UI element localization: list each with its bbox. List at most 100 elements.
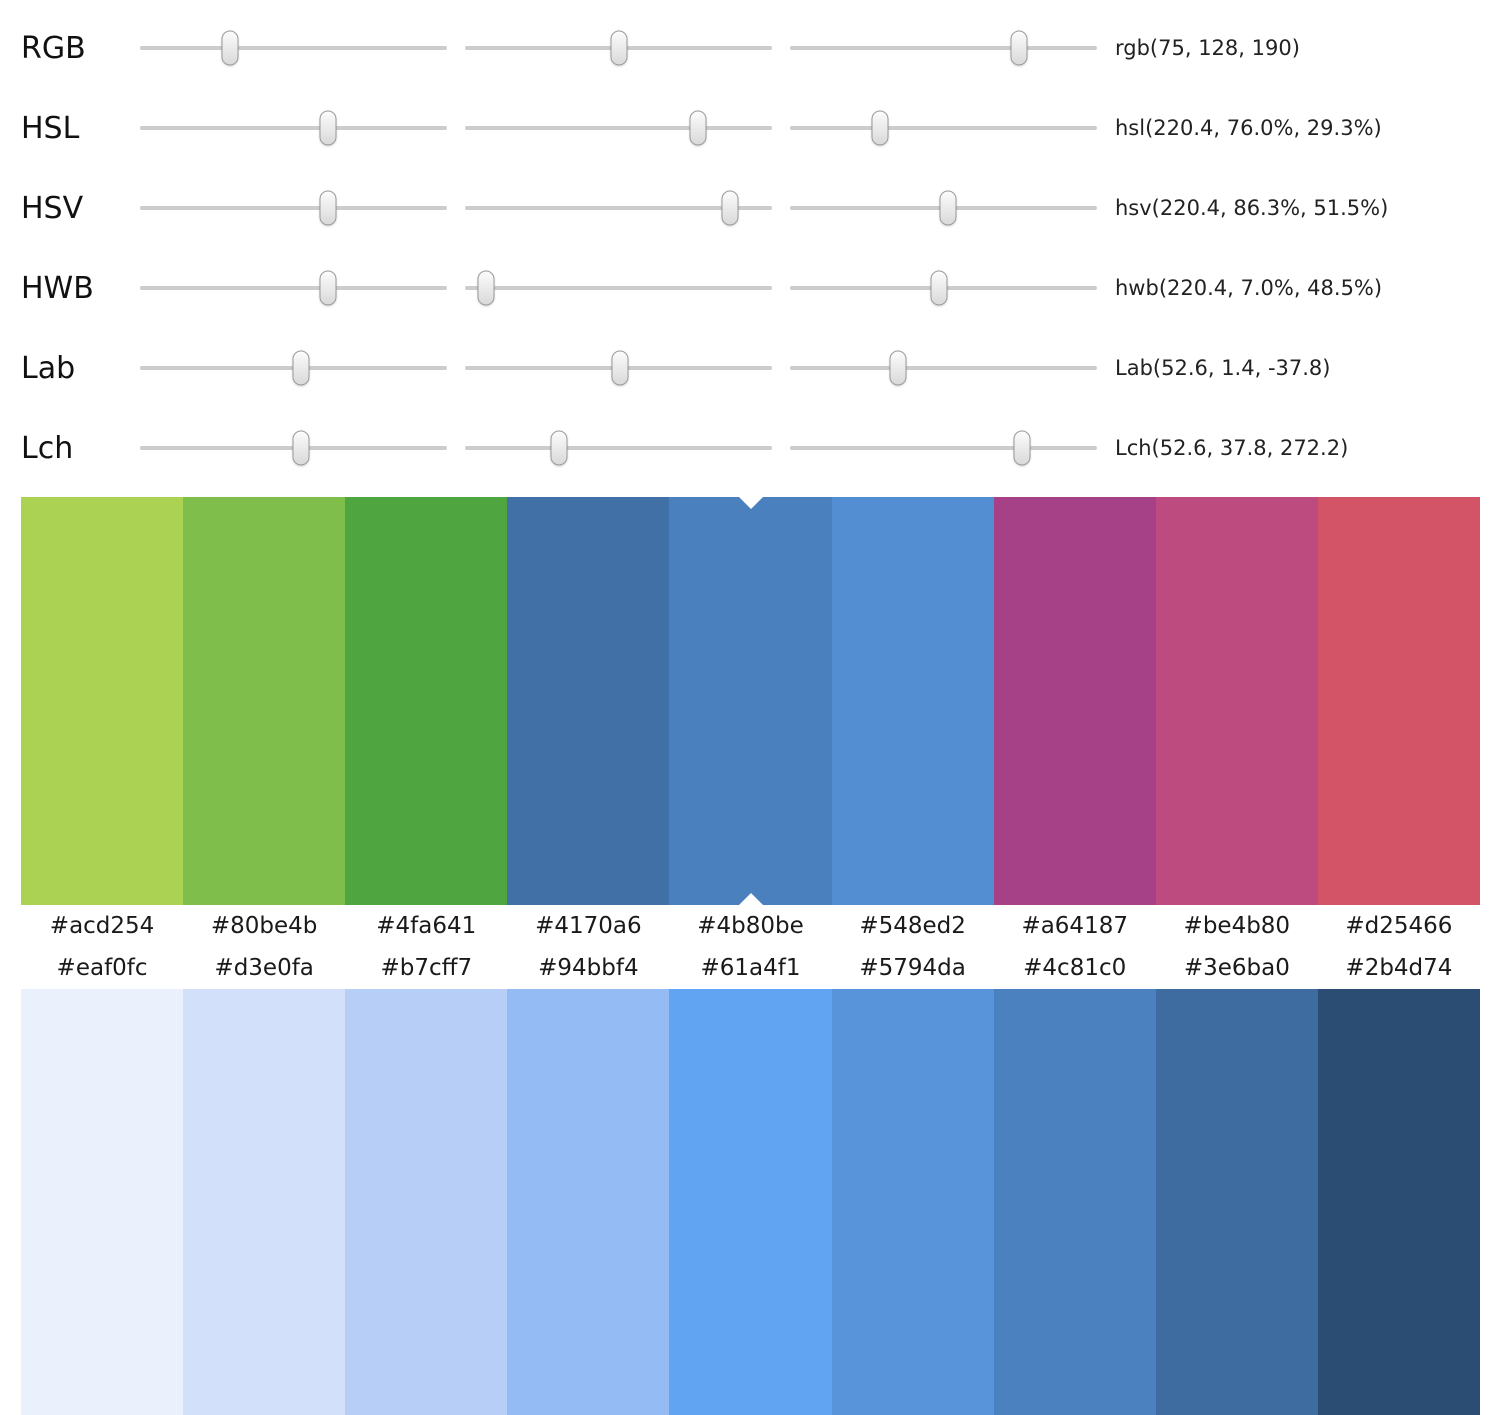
palette-swatch[interactable] (831, 497, 994, 905)
swatch-hex-label: #acd254 (49, 913, 155, 939)
slider-row-label: RGB (21, 30, 86, 66)
slider-row-label: Lch (21, 430, 74, 466)
slider-thumb[interactable] (871, 110, 889, 146)
slider-thumb[interactable] (1010, 30, 1028, 66)
slider-rail (790, 446, 1097, 450)
slider-track[interactable] (140, 186, 447, 230)
slider-row-label: HSV (21, 190, 84, 226)
palette-swatch[interactable] (1317, 497, 1480, 905)
slider-thumb[interactable] (319, 190, 337, 226)
slider-panel: RGB rgb(75, 128, 190) HSL (0, 0, 1501, 488)
palette-swatch[interactable] (1155, 497, 1318, 905)
slider-thumb[interactable] (319, 270, 337, 306)
slider-track[interactable] (140, 426, 447, 470)
palette-swatch[interactable] (183, 497, 346, 905)
palette-swatch[interactable] (831, 989, 994, 1415)
color-value-text: hsl(220.4, 76.0%, 29.3%) (1115, 116, 1382, 140)
slider-thumb[interactable] (477, 270, 495, 306)
slider-rail (140, 286, 447, 290)
slider-row-hsv: HSV hsv(220.4, 86.3%, 51.5%) (0, 168, 1501, 248)
swatch-hex-label: #94bbf4 (538, 955, 639, 981)
hue-palette (21, 497, 1480, 905)
slider-row-rgb: RGB rgb(75, 128, 190) (0, 8, 1501, 88)
palette-swatch[interactable] (507, 497, 670, 905)
slider-thumb[interactable] (939, 190, 957, 226)
swatch-hex-label: #2b4d74 (1345, 955, 1453, 981)
palette-swatch[interactable] (1317, 989, 1480, 1415)
slider-row-label: Lab (21, 350, 76, 386)
palette-swatch[interactable] (669, 497, 832, 905)
slider-rail (140, 206, 447, 210)
swatch-hex-label: #5794da (859, 955, 966, 981)
slider-row-label: HWB (21, 270, 94, 306)
palette-swatch[interactable] (507, 989, 670, 1415)
slider-rail (140, 126, 447, 130)
palette-swatch[interactable] (21, 989, 184, 1415)
swatch-hex-label: #3e6ba0 (1183, 955, 1290, 981)
slider-track[interactable] (140, 266, 447, 310)
palette-swatch[interactable] (1155, 989, 1318, 1415)
slider-thumb[interactable] (689, 110, 707, 146)
slider-track[interactable] (790, 426, 1097, 470)
swatch-hex-label: #61a4f1 (700, 955, 801, 981)
slider-track[interactable] (790, 186, 1097, 230)
slider-track[interactable] (140, 106, 447, 150)
slider-track[interactable] (465, 186, 772, 230)
swatch-hex-label: #be4b80 (1183, 913, 1291, 939)
slider-thumb[interactable] (930, 270, 948, 306)
slider-track[interactable] (790, 106, 1097, 150)
slider-thumb[interactable] (721, 190, 739, 226)
slider-track[interactable] (465, 426, 772, 470)
palette-swatch[interactable] (183, 989, 346, 1415)
swatch-hex-label: #4170a6 (535, 913, 642, 939)
slider-rail (790, 126, 1097, 130)
slider-track[interactable] (465, 266, 772, 310)
slider-row-lch: Lch Lch(52.6, 37.8, 272.2) (0, 408, 1501, 488)
slider-thumb[interactable] (319, 110, 337, 146)
slider-thumb[interactable] (611, 350, 629, 386)
slider-thumb[interactable] (1013, 430, 1031, 466)
palette-swatch[interactable] (993, 497, 1156, 905)
slider-thumb[interactable] (292, 430, 310, 466)
palette-swatch[interactable] (21, 497, 184, 905)
swatch-hex-label: #eaf0fc (56, 955, 148, 981)
slider-track[interactable] (140, 346, 447, 390)
hue-palette-labels: #acd254 #80be4b #4fa641 #4170a6 #4b80be … (21, 905, 1480, 947)
slider-track[interactable] (465, 26, 772, 70)
slider-row-label: HSL (21, 110, 80, 146)
slider-thumb[interactable] (550, 430, 568, 466)
swatch-hex-label: #80be4b (210, 913, 318, 939)
slider-rail (465, 126, 772, 130)
swatch-hex-label: #a64187 (1021, 913, 1128, 939)
slider-row-lab: Lab Lab(52.6, 1.4, -37.8) (0, 328, 1501, 408)
slider-track[interactable] (465, 346, 772, 390)
slider-rail (465, 286, 772, 290)
slider-thumb[interactable] (889, 350, 907, 386)
slider-thumb[interactable] (610, 30, 628, 66)
slider-rail (140, 46, 447, 50)
slider-track[interactable] (790, 26, 1097, 70)
swatch-hex-label: #4fa641 (376, 913, 477, 939)
palette-swatch[interactable] (345, 497, 508, 905)
shade-palette-labels: #eaf0fc #d3e0fa #b7cff7 #94bbf4 #61a4f1 … (21, 947, 1480, 989)
color-value-text: hwb(220.4, 7.0%, 48.5%) (1115, 276, 1383, 300)
swatch-hex-label: #4b80be (697, 913, 804, 939)
slider-thumb[interactable] (292, 350, 310, 386)
swatch-hex-label: #b7cff7 (380, 955, 473, 981)
color-value-text: Lch(52.6, 37.8, 272.2) (1115, 436, 1349, 460)
slider-rail (465, 206, 772, 210)
slider-row-hwb: HWB hwb(220.4, 7.0%, 48.5%) (0, 248, 1501, 328)
slider-thumb[interactable] (221, 30, 239, 66)
palette-swatch[interactable] (669, 989, 832, 1415)
shade-palette (21, 989, 1480, 1415)
slider-track[interactable] (790, 266, 1097, 310)
slider-track[interactable] (790, 346, 1097, 390)
palette-swatch[interactable] (345, 989, 508, 1415)
slider-track[interactable] (465, 106, 772, 150)
swatch-hex-label: #4c81c0 (1023, 955, 1127, 981)
slider-rail (465, 446, 772, 450)
palette-swatch[interactable] (993, 989, 1156, 1415)
swatch-hex-label: #d25466 (1345, 913, 1453, 939)
slider-track[interactable] (140, 26, 447, 70)
